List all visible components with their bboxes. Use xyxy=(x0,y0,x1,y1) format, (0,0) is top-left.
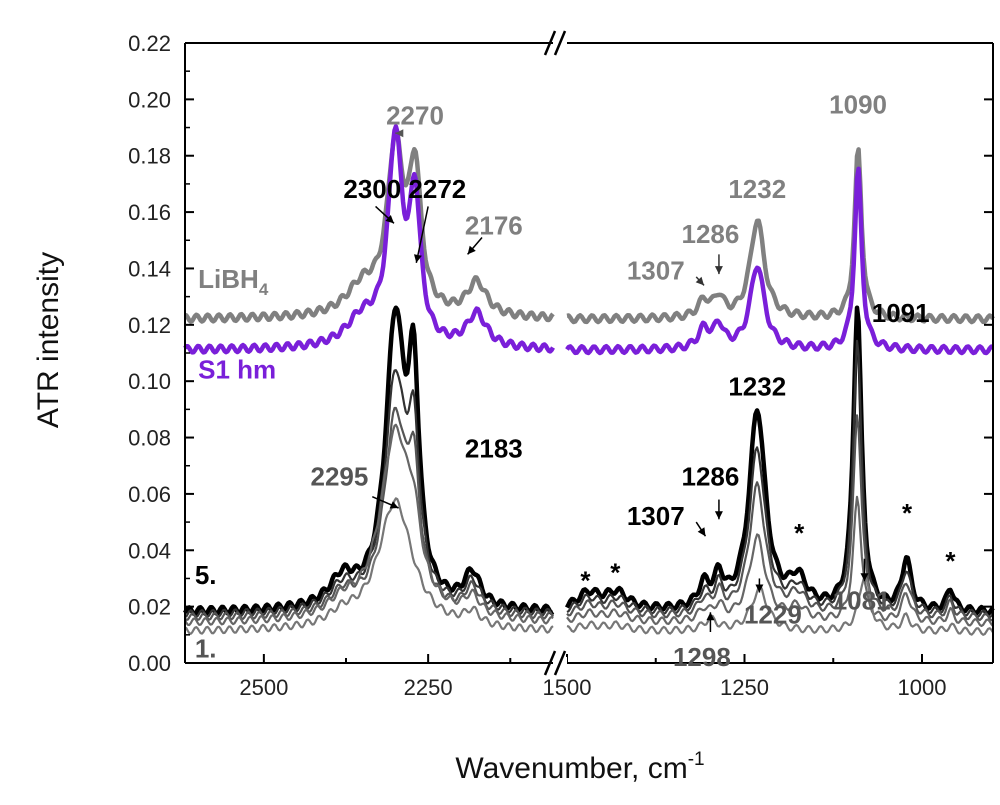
peak-label-2176: 2176 xyxy=(465,211,523,241)
series-2-right xyxy=(566,495,994,628)
x-axis-title: Wavenumber, cm-1 xyxy=(455,749,704,785)
annotation-arrowhead xyxy=(395,129,404,138)
impurity-star: * xyxy=(902,498,913,528)
annotation-arrow xyxy=(415,206,429,263)
series-5-left xyxy=(183,305,555,617)
impurity-star: * xyxy=(610,557,621,587)
series-2-left xyxy=(184,423,554,627)
series-1-right xyxy=(566,575,994,636)
annotation-arrowhead xyxy=(714,511,723,520)
peak-label-1307: 1307 xyxy=(627,501,685,531)
peak-label-1090: 1090 xyxy=(829,89,887,119)
annotation-arrowhead xyxy=(414,254,422,263)
x-tick-label-1000: 1000 xyxy=(898,675,947,700)
y-tick-label: 0.20 xyxy=(128,87,171,112)
series-s1-hm-right xyxy=(565,166,994,356)
y-tick-label: 0.04 xyxy=(128,538,171,563)
y-tick-label: 0.18 xyxy=(128,144,171,169)
peak-label-1286: 1286 xyxy=(681,219,739,249)
y-tick-label: 0.10 xyxy=(128,369,171,394)
curve-label-libh: LiBH4 xyxy=(198,264,269,299)
annotation-arrowhead xyxy=(860,573,869,582)
axis-break-mark xyxy=(553,650,567,676)
y-tick-label: 0.22 xyxy=(128,31,171,56)
impurity-star: * xyxy=(945,546,956,576)
annotation-layer: 2270 2300 2272 2176 2183 2295 1090 1232 1286 1307… xyxy=(195,89,956,671)
y-axis-title: ATR intensity xyxy=(32,252,65,428)
annotation-arrowhead xyxy=(385,215,394,224)
impurity-star: * xyxy=(580,566,591,596)
annotation-arrowhead xyxy=(467,245,476,255)
y-tick-label: 0.06 xyxy=(128,482,171,507)
series-5-right xyxy=(565,305,995,617)
curve-label-5: 5. xyxy=(195,560,217,590)
annotation-arrowhead xyxy=(695,276,704,286)
y-tick-label: 0.00 xyxy=(128,651,171,676)
frame-layer: 2500 2250 1500 1250 1000 0.00 0.02 0.04 0.06 0.08… xyxy=(128,30,994,700)
peak-label-2300: 2300 xyxy=(343,174,401,204)
series-3-left xyxy=(184,406,554,621)
peak-label-2295: 2295 xyxy=(311,461,369,491)
peak-label-1286: 1286 xyxy=(681,461,739,491)
curve-label-s1-hm: S1 hm xyxy=(198,354,276,384)
peak-label-1232: 1232 xyxy=(728,174,786,204)
annotation-arrowhead xyxy=(389,501,399,509)
x-tick-label-1250: 1250 xyxy=(720,675,769,700)
x-axis-title-text: Wavenumber, cm xyxy=(455,752,687,785)
peak-label-1229: 1229 xyxy=(744,600,802,630)
x-tick-label-2250: 2250 xyxy=(404,675,453,700)
y-tick-label: 0.08 xyxy=(128,426,171,451)
series-s1-hm-left xyxy=(183,124,555,355)
peak-label-1081: 1081 xyxy=(833,585,891,615)
peak-label-1307: 1307 xyxy=(627,256,685,286)
y-tick-label: 0.16 xyxy=(128,200,171,225)
peak-label-2270: 2270 xyxy=(386,101,444,131)
annotation-arrowhead xyxy=(706,612,715,621)
axis-break-mark xyxy=(553,30,567,56)
y-tick-label: 0.14 xyxy=(128,256,171,281)
series-1-left xyxy=(184,497,554,635)
peak-label-2183: 2183 xyxy=(465,433,523,463)
annotation-arrowhead xyxy=(697,527,706,537)
peak-label-1232: 1232 xyxy=(728,371,786,401)
curve-label-1: 1. xyxy=(195,633,217,663)
peak-label-1298: 1298 xyxy=(673,642,731,672)
x-tick-label-1500: 1500 xyxy=(543,675,592,700)
series-libh4-right xyxy=(566,147,995,325)
series-libh4-left xyxy=(184,126,555,324)
impurity-star: * xyxy=(794,518,805,548)
x-axis-title-sup: -1 xyxy=(688,749,705,770)
peak-label-1091: 1091 xyxy=(872,298,930,328)
series-3-right xyxy=(566,414,994,622)
peak-label-2272: 2272 xyxy=(408,174,466,204)
series-layer xyxy=(183,124,995,636)
x-tick-label-2500: 2500 xyxy=(239,675,288,700)
axis-break-mark xyxy=(543,650,557,676)
axis-break-mark xyxy=(543,30,557,56)
annotation-arrowhead xyxy=(755,584,764,593)
y-tick-label: 0.02 xyxy=(128,595,171,620)
y-tick-label: 0.12 xyxy=(128,313,171,338)
annotation-arrowhead xyxy=(714,266,723,275)
